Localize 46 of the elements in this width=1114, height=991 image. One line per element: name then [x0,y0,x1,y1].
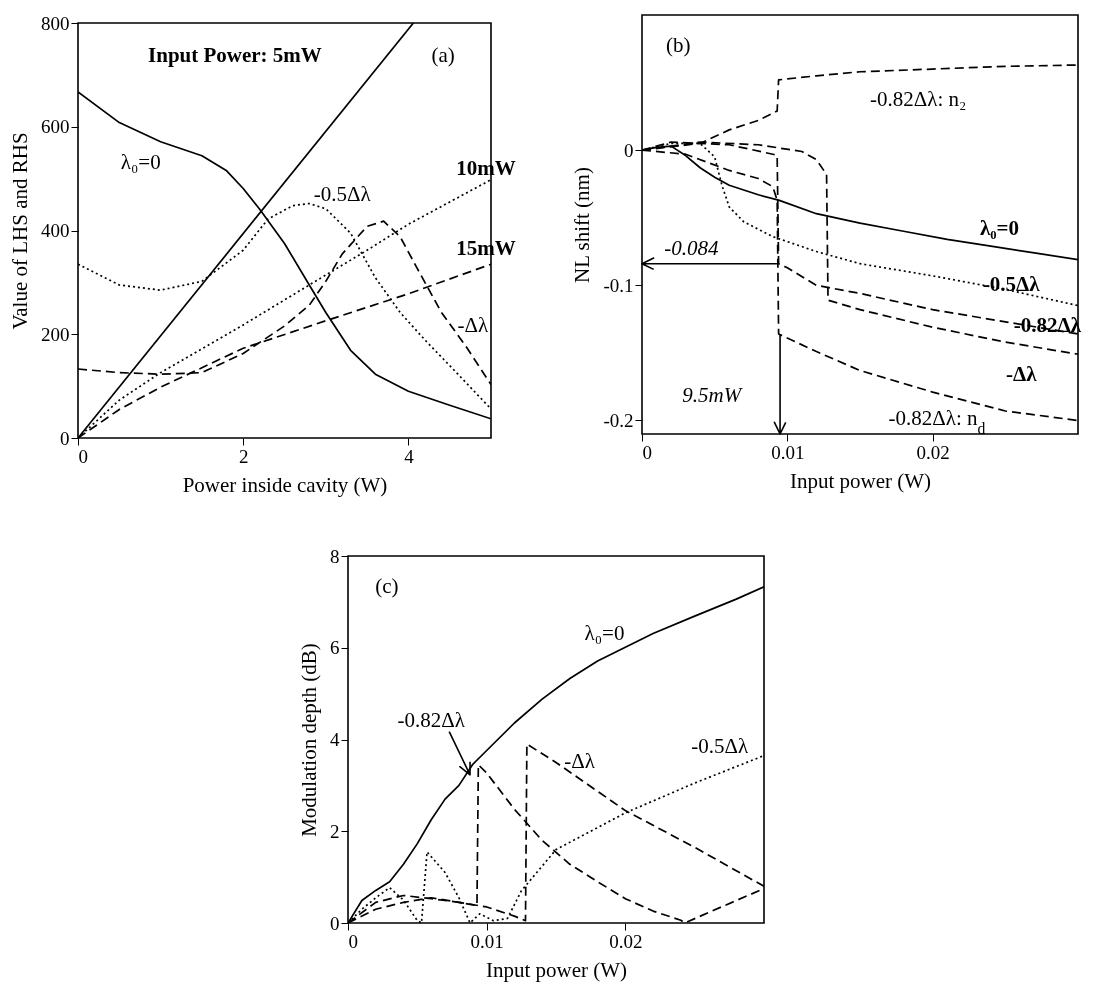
series-label: -0.5Δλ [691,734,749,759]
y-tick-label: -0.1 [603,274,634,296]
y-tick-label: 6 [330,637,340,659]
y-tick-label: 4 [330,729,340,750]
y-tick-label: 800 [41,12,70,34]
annotation: 9.5mW [682,383,744,408]
annotation: (b) [666,33,691,58]
x-tick-label: 0.02 [916,441,950,463]
series-label: -0.82Δλ: n$_{d}$ [888,406,986,437]
series-label: λ₀=0 [120,149,161,174]
annotation: Input Power: 5mW [148,42,322,67]
y-tick-label: 200 [41,323,70,345]
x-tick-label: 2 [238,445,249,467]
series-label: λ₀=0 [584,620,625,645]
x-tick-label: 0.01 [470,930,504,952]
y-axis-title: Value of LHS and RHS [8,132,32,330]
x-tick-label: 0.01 [771,441,805,463]
series-label: -0.82Δλ [397,708,466,733]
y-axis-title: NL shift (nm) [570,167,595,283]
series-label: -0.5Δλ [313,182,372,207]
x-axis-title: Input power (W) [485,957,628,982]
x-tick-label: 0 [348,930,358,952]
series-label: -Δλ [1006,361,1038,386]
y-tick-label: -0.2 [603,409,634,431]
y-tick-label: 0 [60,427,70,449]
annotation: (c) [375,573,399,598]
y-axis-title: Modulation depth (dB) [297,643,321,837]
y-tick-label: 600 [41,116,70,138]
x-axis-title: Power inside cavity (W) [182,472,388,497]
y-tick-label: 400 [41,220,70,241]
series-label: -0.5Δλ [982,272,1041,297]
series-label: λ₀=0 [979,215,1020,240]
y-tick-label: 8 [330,545,340,567]
y-tick-label: 0 [624,139,634,161]
series-label: -0.82Δλ: n₂ [869,87,967,112]
x-axis-title: Input power (W) [789,468,932,493]
x-tick-label: 0.02 [609,930,643,952]
annotation: -0.084 [664,235,720,260]
x-tick-label: 4 [404,445,415,467]
x-tick-label: 0 [642,441,652,463]
series-label: -Δλ [457,312,489,337]
x-tick-label: 0 [78,445,88,467]
annotation: (a) [431,42,455,67]
y-tick-label: 0 [330,912,340,934]
y-tick-label: 2 [330,820,340,842]
series-label: -Δλ [564,749,596,774]
